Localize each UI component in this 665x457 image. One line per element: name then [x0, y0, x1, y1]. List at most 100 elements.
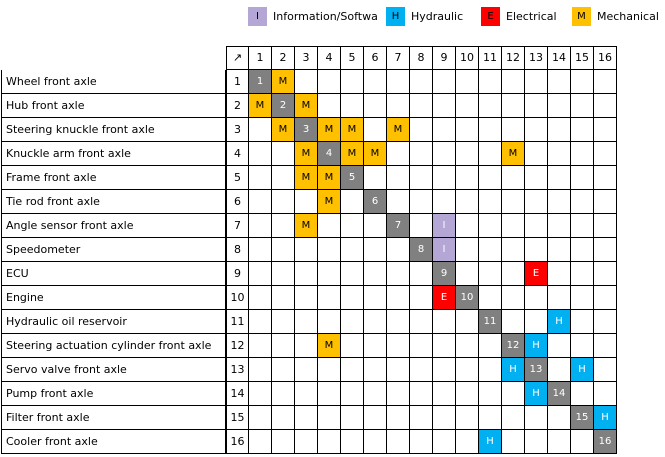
matrix-cell [341, 262, 364, 286]
matrix-cell [594, 334, 617, 358]
matrix-cell [410, 430, 433, 454]
matrix-cell [433, 94, 456, 118]
matrix-cell [525, 166, 548, 190]
matrix-cell [479, 262, 502, 286]
matrix-cell [479, 142, 502, 166]
matrix-cell [249, 214, 272, 238]
matrix-cell [479, 238, 502, 262]
matrix-cell [318, 238, 341, 262]
matrix-cell [502, 190, 525, 214]
matrix-cell [456, 358, 479, 382]
matrix-cell [387, 382, 410, 406]
matrix-cell [525, 94, 548, 118]
legend-label: Electrical [506, 10, 557, 23]
row-label: Angle sensor front axle [1, 214, 226, 238]
row-number: 8 [226, 238, 249, 262]
matrix-cell [525, 238, 548, 262]
matrix-cell [387, 142, 410, 166]
matrix-cell [594, 190, 617, 214]
matrix-cell [387, 166, 410, 190]
matrix-cell [410, 406, 433, 430]
matrix-cell [479, 118, 502, 142]
matrix-cell [249, 310, 272, 334]
matrix-cell [387, 262, 410, 286]
row-label: Hub front axle [1, 94, 226, 118]
matrix-cell [548, 142, 571, 166]
matrix-cell [456, 334, 479, 358]
dependency-mark: I [433, 214, 456, 238]
matrix-cell [433, 334, 456, 358]
matrix-cell [364, 406, 387, 430]
row-number: 12 [226, 334, 249, 358]
matrix-cell [548, 238, 571, 262]
matrix-cell [433, 166, 456, 190]
matrix-cell [341, 94, 364, 118]
matrix-cell [571, 94, 594, 118]
dependency-mark: M [249, 94, 272, 118]
matrix-cell [456, 190, 479, 214]
matrix-cell [525, 70, 548, 94]
matrix-cell [502, 286, 525, 310]
row-label: Steering actuation cylinder front axle [1, 334, 226, 358]
matrix-cell [456, 238, 479, 262]
matrix-cell [364, 430, 387, 454]
matrix-cell [479, 382, 502, 406]
row-label: Servo valve front axle [1, 358, 226, 382]
matrix-cell [318, 262, 341, 286]
matrix-cell [318, 382, 341, 406]
matrix-cell [295, 190, 318, 214]
matrix-cell [295, 406, 318, 430]
matrix-cell [548, 286, 571, 310]
matrix-cell [364, 94, 387, 118]
matrix-cell [249, 190, 272, 214]
dependency-mark: H [548, 310, 571, 334]
matrix-cell [479, 406, 502, 430]
matrix-cell [433, 406, 456, 430]
row-label: Tie rod front axle [1, 190, 226, 214]
row-number: 16 [226, 430, 249, 454]
matrix-cell [410, 142, 433, 166]
matrix-cell [525, 286, 548, 310]
matrix-cell [272, 310, 295, 334]
matrix-cell [571, 262, 594, 286]
column-header: 8 [410, 46, 433, 70]
dependency-mark: E [525, 262, 548, 286]
matrix-cell [272, 406, 295, 430]
column-header: 13 [525, 46, 548, 70]
column-header: 1 [249, 46, 272, 70]
row-number: 15 [226, 406, 249, 430]
matrix-cell [341, 286, 364, 310]
column-header: 14 [548, 46, 571, 70]
dependency-mark: M [341, 118, 364, 142]
row-number: 6 [226, 190, 249, 214]
matrix-cell [433, 190, 456, 214]
column-header: 12 [502, 46, 525, 70]
matrix-cell [249, 406, 272, 430]
diagonal-cell: 2 [272, 94, 295, 118]
dependency-mark: M [341, 142, 364, 166]
row-label: Speedometer [1, 238, 226, 262]
matrix-cell [364, 382, 387, 406]
matrix-cell [594, 286, 617, 310]
matrix-cell [341, 430, 364, 454]
row-number: 9 [226, 262, 249, 286]
matrix-cell [502, 94, 525, 118]
matrix-cell [272, 430, 295, 454]
matrix-cell [364, 286, 387, 310]
row-number: 11 [226, 310, 249, 334]
matrix-cell [410, 262, 433, 286]
dependency-mark: M [318, 166, 341, 190]
dependency-mark: I [433, 238, 456, 262]
matrix-cell [456, 166, 479, 190]
matrix-cell [548, 262, 571, 286]
matrix-cell [364, 118, 387, 142]
dependency-mark: M [387, 118, 410, 142]
matrix-cell [272, 166, 295, 190]
column-header: 9 [433, 46, 456, 70]
column-header: 2 [272, 46, 295, 70]
matrix-cell [410, 94, 433, 118]
matrix-cell [387, 310, 410, 334]
diagonal-cell: 7 [387, 214, 410, 238]
matrix-cell [249, 118, 272, 142]
column-header: 16 [594, 46, 617, 70]
